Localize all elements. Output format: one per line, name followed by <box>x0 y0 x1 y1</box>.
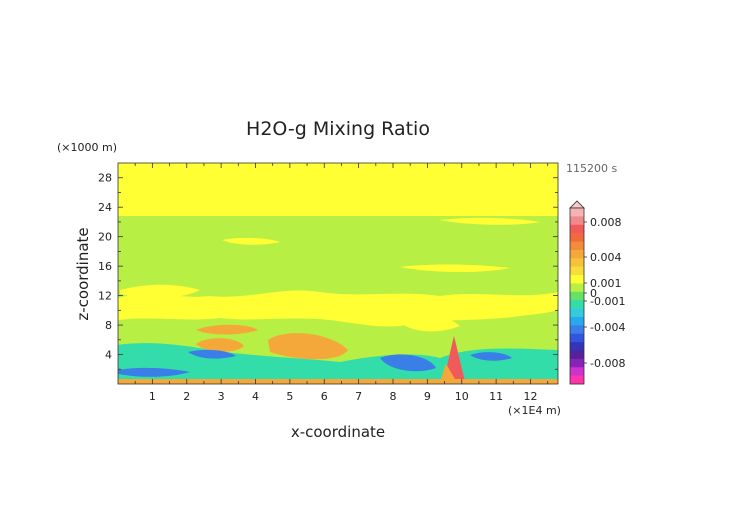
x-tick-label: 10 <box>455 390 469 403</box>
field-region-yellow-lens-5 <box>398 315 460 332</box>
y-axis-title: z-coordinate <box>74 227 92 320</box>
colorbar-swatch <box>570 241 584 251</box>
x-tick-label: 9 <box>424 390 431 403</box>
colorbar-swatch <box>570 283 584 293</box>
colorbar-swatch <box>570 308 584 318</box>
field-region-blue-1 <box>188 349 236 359</box>
y-tick-label: 8 <box>105 319 112 332</box>
colorbar-swatch <box>570 266 584 276</box>
y-tick-label: 12 <box>98 290 112 303</box>
colorbar-swatch <box>570 300 584 309</box>
x-tick-label: 7 <box>355 390 362 403</box>
y-axis: 4 8 12 16 20 24 28 <box>98 172 558 370</box>
colorbar-swatch <box>570 316 584 326</box>
field-region-orange-3 <box>268 333 348 360</box>
x-tick-label: 3 <box>218 390 225 403</box>
colorbar <box>569 200 585 385</box>
x-tick-label: 2 <box>183 390 190 403</box>
colorbar-swatch <box>570 249 584 259</box>
field-region-yellow-lens-1 <box>440 217 540 225</box>
field-region-neg-band-upper <box>118 216 558 298</box>
colorbar-swatch <box>570 224 584 234</box>
y-tick-label: 28 <box>98 172 112 185</box>
colorbar-swatch <box>570 216 584 226</box>
plot-frame <box>117 162 559 385</box>
field-region-blue-3 <box>470 352 512 361</box>
colorbar-label: -0.001 <box>590 295 625 308</box>
x-axis: 1 2 3 4 5 6 7 8 9 10 11 12 <box>134 163 549 403</box>
colorbar-swatch <box>570 233 584 242</box>
field-region-yellow-lens-4 <box>120 284 200 299</box>
colorbar-label: 0.008 <box>590 216 622 229</box>
x-tick-label: 6 <box>321 390 328 403</box>
x-tick-label: 1 <box>149 390 156 403</box>
x-tick-label: 8 <box>390 390 397 403</box>
y-tick-label: 4 <box>105 349 112 362</box>
field-region-orange-1 <box>196 324 258 335</box>
colorbar-label: -0.004 <box>590 321 625 334</box>
colorbar-overflow-triangle <box>569 200 585 209</box>
colorbar-swatch <box>570 342 584 351</box>
field-region-yellow-lens-3 <box>400 264 510 273</box>
colorbar-swatch <box>570 358 584 368</box>
colorbar-swatch <box>570 258 584 267</box>
field-region-blue-2 <box>380 354 436 372</box>
colorbar-label: 0.001 <box>590 277 622 290</box>
colorbar-swatch <box>570 208 584 217</box>
colorbar-swatch <box>570 325 584 335</box>
colorbar-swatch <box>570 291 584 301</box>
y-unit-label: (×1000 m) <box>57 141 117 154</box>
colorbar-label: 0 <box>590 287 597 300</box>
colorbar-swatch <box>570 350 584 360</box>
colorbar-swatch <box>570 333 584 343</box>
colorbar-swatch <box>570 275 584 284</box>
x-unit-label: (×1E4 m) <box>508 404 561 417</box>
y-tick-label: 16 <box>98 260 112 273</box>
x-tick-label: 4 <box>252 390 259 403</box>
colorbar-swatch <box>570 367 584 376</box>
colorbar-label: 0.004 <box>590 251 622 264</box>
x-axis-title: x-coordinate <box>291 423 385 441</box>
x-tick-label: 12 <box>524 390 538 403</box>
field-region-surface-strip <box>118 379 558 384</box>
time-label: 115200 s <box>566 162 617 175</box>
y-tick-label: 20 <box>98 231 112 244</box>
y-tick-label: 24 <box>98 201 112 214</box>
colorbar-label: -0.008 <box>590 357 625 370</box>
x-tick-label: 11 <box>489 390 503 403</box>
field-region-orange-2 <box>196 338 244 352</box>
chart-title: H2O-g Mixing Ratio <box>246 118 430 140</box>
heatmap-field <box>118 163 558 384</box>
colorbar-swatch <box>570 375 584 385</box>
colorbar-frame <box>569 207 585 385</box>
field-region-blue-4 <box>118 367 190 377</box>
field-region-yellow-lens-2 <box>222 237 280 245</box>
x-tick-label: 5 <box>286 390 293 403</box>
